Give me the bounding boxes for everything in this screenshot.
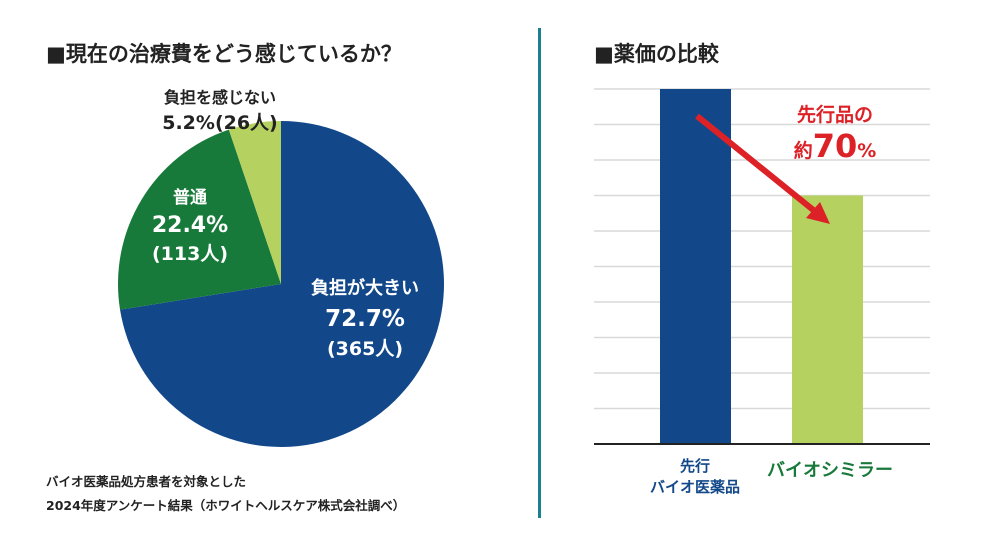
- trend-arrow-shaft: [695, 113, 819, 216]
- slice-name: 負担が大きい: [311, 278, 419, 299]
- bar-chart-title: ■薬価の比較: [594, 42, 719, 66]
- pie-slice: [120, 121, 444, 447]
- annotation-percent: %: [857, 140, 877, 162]
- pie-slice: [228, 121, 281, 284]
- slice-label-none: 負担を感じない 5.2%(26人): [120, 84, 320, 135]
- slice-label-normal: 普通 22.4% (113人): [130, 184, 250, 268]
- bar: [660, 89, 731, 444]
- x-tick-label-originator: 先行 バイオ医薬品: [620, 456, 770, 498]
- slice-count: (365人): [326, 338, 404, 360]
- bar: [792, 195, 863, 444]
- footnote-line1: バイオ医薬品処方患者を対象とした: [46, 474, 247, 489]
- slice-percent: 72.7%: [325, 306, 405, 332]
- slice-count: (113人): [151, 243, 229, 265]
- annotation-approx: 約: [793, 140, 813, 162]
- slice-name: 負担を感じない: [163, 88, 276, 107]
- x-tick-label-biosimilar: バイオシミラー: [767, 460, 893, 481]
- x-tick-line: バイオ医薬品: [649, 478, 740, 496]
- divider: [538, 28, 541, 518]
- footnote-line2: 2024年度アンケート結果（ホワイトヘルスケア株式会社調べ）: [46, 498, 406, 513]
- trend-arrow-head: [806, 202, 830, 224]
- slice-percent: 22.4%: [151, 213, 229, 238]
- annotation-value: 70: [812, 127, 858, 165]
- pie-chart-title: ■現在の治療費をどう感じているか？: [46, 42, 402, 66]
- bar-annotation: 先行品の 約70%: [770, 100, 900, 165]
- slice-count: (26人): [214, 112, 278, 134]
- slice-label-heavy: 負担が大きい 72.7% (365人): [290, 274, 440, 364]
- annotation-line1: 先行品の: [796, 104, 873, 126]
- pie-slice: [118, 129, 282, 310]
- slice-percent: 5.2%: [162, 112, 215, 134]
- slice-name: 普通: [173, 188, 207, 208]
- x-tick-line: 先行: [679, 457, 710, 475]
